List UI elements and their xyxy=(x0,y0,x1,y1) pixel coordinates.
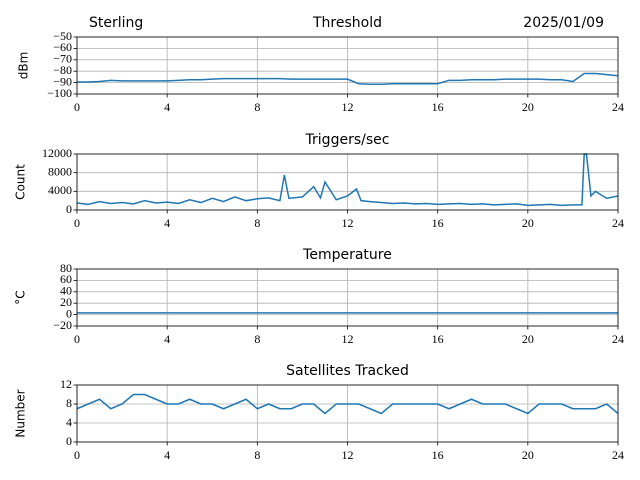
y-tick-label: 0 xyxy=(66,202,72,216)
y-tick-label: 0 xyxy=(66,434,72,448)
x-tick-label: 20 xyxy=(522,332,534,346)
chart-title: Temperature xyxy=(302,247,392,263)
x-tick-label: 16 xyxy=(432,448,444,462)
panel: 0 4 8 12 16 20 24 0 4000 8000 12000 Triggers/sec Cou… xyxy=(14,132,625,230)
x-tick-label: 16 xyxy=(432,332,444,346)
x-tick-label: 4 xyxy=(164,448,170,462)
axes-frame xyxy=(76,268,619,327)
x-tick-label: 24 xyxy=(612,448,624,462)
x-tick-label: 8 xyxy=(254,100,260,114)
y-axis-label: dBm xyxy=(17,52,31,80)
x-tick-label: 4 xyxy=(164,332,170,346)
data-line xyxy=(77,393,618,415)
x-tick-label: 24 xyxy=(612,100,624,114)
x-tick-label: 12 xyxy=(342,100,354,114)
chart-title: Triggers/sec xyxy=(305,132,390,148)
panel: 0 4 8 12 16 20 24 0 4 8 12 Satellites Tracked Number xyxy=(14,363,625,462)
x-tick-label: 24 xyxy=(612,332,624,346)
chart-title: Threshold xyxy=(312,15,382,31)
date-label: 2025/01/09 xyxy=(523,15,604,31)
x-tick-label: 8 xyxy=(254,448,260,462)
x-tick-label: 20 xyxy=(522,100,534,114)
axes-frame xyxy=(76,36,619,95)
y-tick-label: 40 xyxy=(60,284,72,298)
y-tick-label: −80 xyxy=(53,63,72,77)
y-tick-label: 20 xyxy=(60,295,72,309)
y-tick-label: −50 xyxy=(53,29,72,43)
y-axis-label: °C xyxy=(14,290,28,304)
y-tick-label: 4000 xyxy=(48,183,72,197)
y-tick-label: −100 xyxy=(47,86,72,100)
x-tick-label: 12 xyxy=(342,216,354,230)
location-label: Sterling xyxy=(89,15,143,31)
x-tick-label: 4 xyxy=(164,100,170,114)
x-tick-label: 12 xyxy=(342,332,354,346)
x-tick-label: 4 xyxy=(164,216,170,230)
x-tick-label: 20 xyxy=(522,216,534,230)
y-tick-label: −20 xyxy=(53,318,72,332)
y-tick-label: 12 xyxy=(60,377,72,391)
y-tick-label: 4 xyxy=(66,415,72,429)
x-tick-label: 16 xyxy=(432,100,444,114)
y-tick-label: 60 xyxy=(60,272,72,286)
x-tick-label: 8 xyxy=(254,332,260,346)
y-tick-label: 8 xyxy=(66,396,72,410)
y-tick-label: −90 xyxy=(53,74,72,88)
y-tick-label: 80 xyxy=(60,261,72,275)
x-tick-label: 0 xyxy=(74,100,80,114)
axes-frame xyxy=(76,153,619,211)
y-tick-label: −60 xyxy=(53,40,72,54)
x-tick-label: 8 xyxy=(254,216,260,230)
data-line xyxy=(77,72,618,86)
panel: 0 4 8 12 16 20 24 −50−60−70−80−90−100 Threshold S… xyxy=(17,15,625,114)
y-tick-label: 0 xyxy=(66,306,72,320)
x-tick-label: 16 xyxy=(432,216,444,230)
x-tick-label: 24 xyxy=(612,216,624,230)
data-line xyxy=(77,153,618,207)
y-tick-label: 8000 xyxy=(48,164,72,178)
x-tick-label: 20 xyxy=(522,448,534,462)
y-axis-label: Number xyxy=(14,389,28,437)
chart-title: Satellites Tracked xyxy=(286,363,409,379)
y-tick-label: 12000 xyxy=(42,146,72,160)
x-tick-label: 0 xyxy=(74,216,80,230)
y-axis-label: Count xyxy=(14,164,28,200)
x-tick-label: 0 xyxy=(74,448,80,462)
x-tick-label: 12 xyxy=(342,448,354,462)
axes-frame xyxy=(76,384,619,443)
y-tick-label: −70 xyxy=(53,52,72,66)
x-tick-label: 0 xyxy=(74,332,80,346)
